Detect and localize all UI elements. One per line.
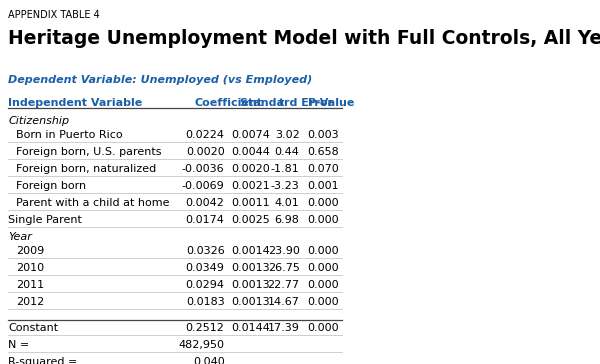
Text: Year: Year [8, 232, 32, 242]
Text: -3.23: -3.23 [271, 181, 299, 191]
Text: 0.0174: 0.0174 [185, 215, 224, 225]
Text: 0.0044: 0.0044 [231, 147, 270, 157]
Text: 482,950: 482,950 [179, 340, 224, 350]
Text: 0.000: 0.000 [307, 280, 339, 290]
Text: 26.75: 26.75 [268, 263, 299, 273]
Text: Coefficient: Coefficient [195, 98, 263, 108]
Text: 0.0020: 0.0020 [231, 164, 270, 174]
Text: Foreign born, U.S. parents: Foreign born, U.S. parents [16, 147, 161, 157]
Text: t: t [278, 98, 284, 108]
Text: Parent with a child at home: Parent with a child at home [16, 198, 170, 208]
Text: 0.001: 0.001 [307, 181, 339, 191]
Text: 22.77: 22.77 [268, 280, 299, 290]
Text: 0.000: 0.000 [307, 198, 339, 208]
Text: 0.0013: 0.0013 [231, 280, 270, 290]
Text: 0.0294: 0.0294 [185, 280, 224, 290]
Text: 0.0349: 0.0349 [185, 263, 224, 273]
Text: 0.003: 0.003 [307, 130, 339, 140]
Text: 0.0224: 0.0224 [185, 130, 224, 140]
Text: 0.000: 0.000 [307, 323, 339, 333]
Text: 0.0014: 0.0014 [231, 246, 270, 256]
Text: 0.2512: 0.2512 [185, 323, 224, 333]
Text: -0.0036: -0.0036 [182, 164, 224, 174]
Text: -1.81: -1.81 [271, 164, 299, 174]
Text: 2009: 2009 [16, 246, 44, 256]
Text: 23.90: 23.90 [268, 246, 299, 256]
Text: 0.0020: 0.0020 [186, 147, 224, 157]
Text: 0.658: 0.658 [307, 147, 339, 157]
Text: 3.02: 3.02 [275, 130, 299, 140]
Text: 0.070: 0.070 [307, 164, 339, 174]
Text: 0.0042: 0.0042 [185, 198, 224, 208]
Text: 0.0025: 0.0025 [231, 215, 270, 225]
Text: Single Parent: Single Parent [8, 215, 82, 225]
Text: 0.040: 0.040 [193, 357, 224, 364]
Text: 0.000: 0.000 [307, 297, 339, 306]
Text: 14.67: 14.67 [268, 297, 299, 306]
Text: 0.44: 0.44 [275, 147, 299, 157]
Text: -0.0069: -0.0069 [182, 181, 224, 191]
Text: Dependent Variable: Unemployed (vs Employed): Dependent Variable: Unemployed (vs Emplo… [8, 75, 313, 85]
Text: 6.98: 6.98 [275, 215, 299, 225]
Text: P-Value: P-Value [308, 98, 355, 108]
Text: Foreign born, naturalized: Foreign born, naturalized [16, 164, 156, 174]
Text: 0.0144: 0.0144 [231, 323, 270, 333]
Text: APPENDIX TABLE 4: APPENDIX TABLE 4 [8, 9, 100, 20]
Text: 0.000: 0.000 [307, 246, 339, 256]
Text: 0.0013: 0.0013 [231, 297, 270, 306]
Text: Independent Variable: Independent Variable [8, 98, 143, 108]
Text: 0.0013: 0.0013 [231, 263, 270, 273]
Text: R-squared =: R-squared = [8, 357, 78, 364]
Text: 0.0021: 0.0021 [231, 181, 270, 191]
Text: Constant: Constant [8, 323, 58, 333]
Text: 0.0074: 0.0074 [231, 130, 270, 140]
Text: 0.000: 0.000 [307, 215, 339, 225]
Text: 17.39: 17.39 [268, 323, 299, 333]
Text: Heritage Unemployment Model with Full Controls, All Years (cont.): Heritage Unemployment Model with Full Co… [8, 29, 600, 48]
Text: 2012: 2012 [16, 297, 44, 306]
Text: 0.0326: 0.0326 [186, 246, 224, 256]
Text: N =: N = [8, 340, 29, 350]
Text: 2010: 2010 [16, 263, 44, 273]
Text: Born in Puerto Rico: Born in Puerto Rico [16, 130, 122, 140]
Text: Foreign born: Foreign born [16, 181, 86, 191]
Text: 0.000: 0.000 [307, 263, 339, 273]
Text: Standard Error: Standard Error [240, 98, 333, 108]
Text: 4.01: 4.01 [275, 198, 299, 208]
Text: 0.0183: 0.0183 [186, 297, 224, 306]
Text: 0.0011: 0.0011 [231, 198, 270, 208]
Text: Citizenship: Citizenship [8, 116, 70, 126]
Text: 2011: 2011 [16, 280, 44, 290]
